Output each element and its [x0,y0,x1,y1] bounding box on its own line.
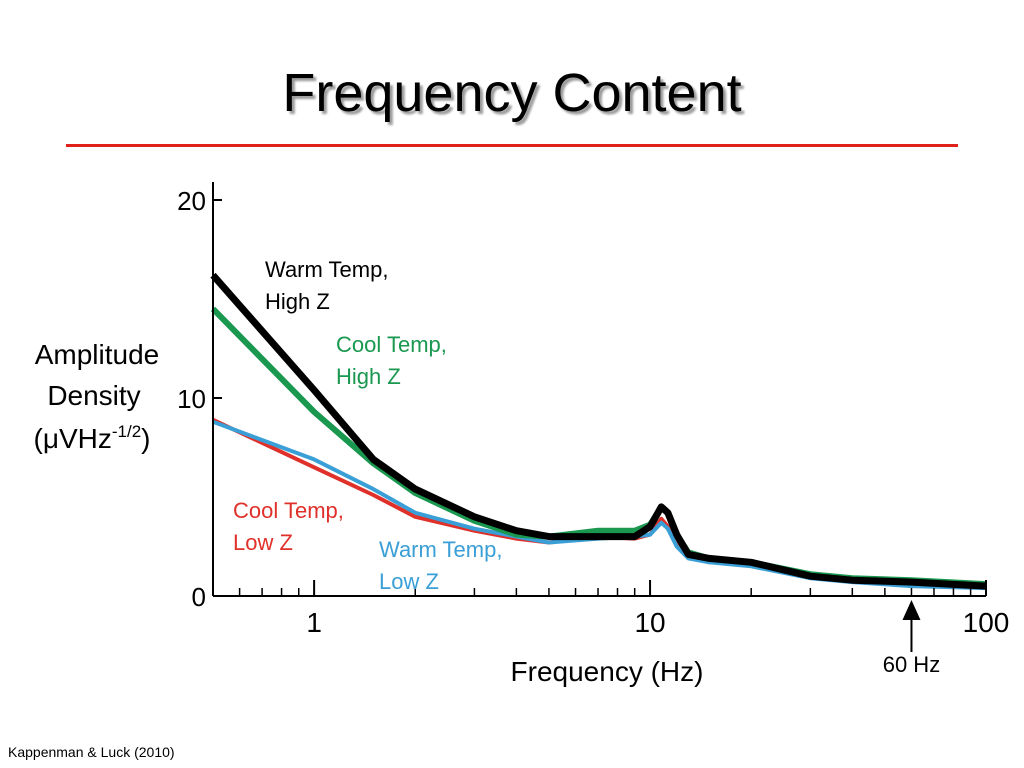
y-axis-label-line2: Density [47,380,140,411]
series-label-4-line2: High Z [265,289,330,314]
series-label-4-line1: Warm Temp, [265,257,388,282]
series-layer [210,272,987,591]
series-line-cool-temp-high-z [210,306,987,588]
series-label-1-line2: Low Z [233,530,293,555]
series-label-3-line1: Cool Temp, [336,332,447,357]
axes-layer: 0 10 20 1 10 100 [177,182,1009,638]
x-tick-label: 10 [634,607,665,638]
title-divider [66,144,958,147]
series-label-3-line2: High Z [336,364,401,389]
slide-title: Frequency Content [282,63,742,123]
x-axis-label: Frequency (Hz) [511,656,704,687]
series-label-2-line1: Warm Temp, [379,537,502,562]
y-axis-label-line1: Amplitude [35,339,160,370]
y-tick-label: 0 [192,582,206,612]
y-axis-label-line3: (μVHz-1/2) [34,422,151,454]
x-tick-label: 1 [306,607,322,638]
series-line-warm-temp-high-z [210,272,987,590]
series-label-2-line2: Low Z [379,569,439,594]
annotation-arrow-head [902,600,921,620]
y-tick-label: 20 [177,186,206,216]
citation: Kappenman & Luck (2010) [8,744,175,760]
labels-layer: Frequency (Hz) Amplitude Density (μVHz-1/2)… [34,257,941,687]
y-tick-label: 10 [177,384,206,414]
x-tick-label: 100 [963,607,1010,638]
annotation-label: 60 Hz [883,652,940,677]
series-label-1-line1: Cool Temp, [233,498,344,523]
